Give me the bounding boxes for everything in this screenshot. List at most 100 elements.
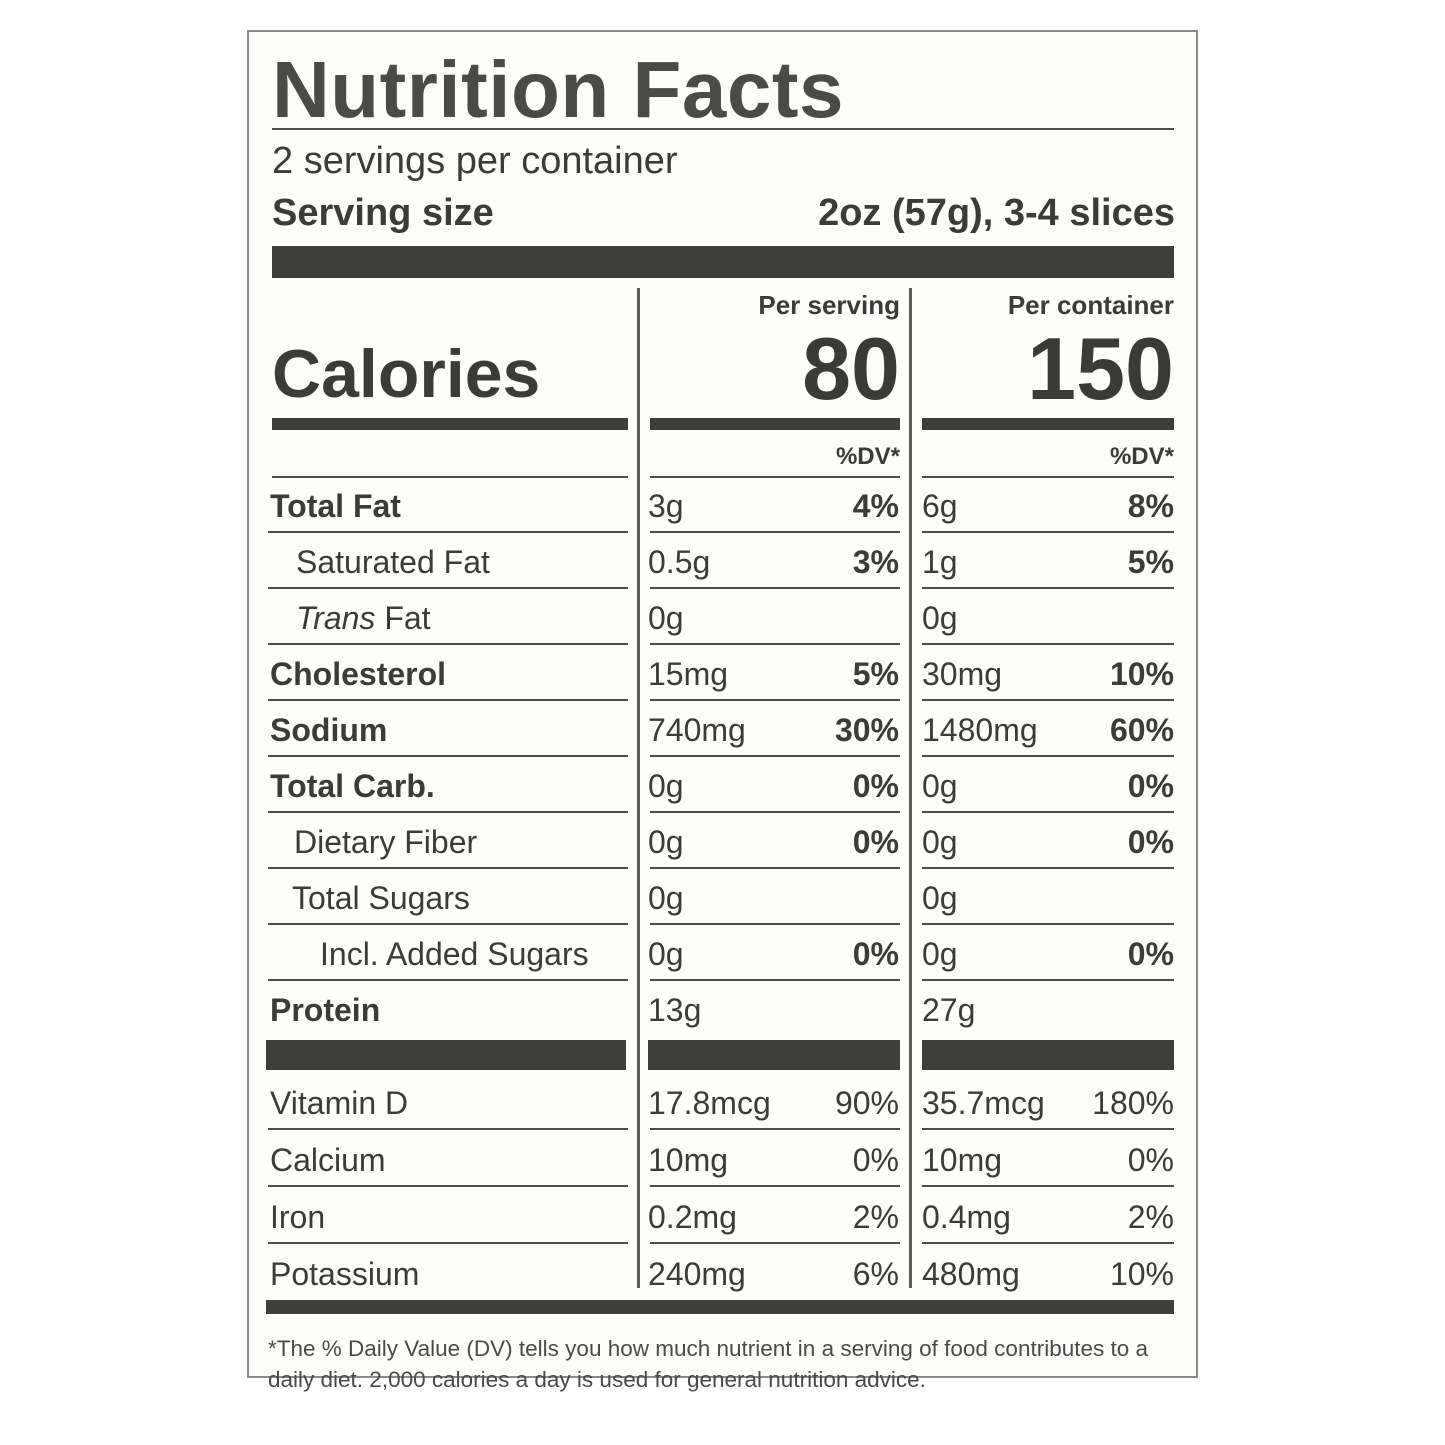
row-divider-left	[268, 979, 628, 981]
container-amount: 0g	[922, 824, 958, 860]
container-amount: 27g	[922, 992, 976, 1028]
serving-dv: 30%	[834, 712, 899, 748]
row-divider-container	[922, 1128, 1174, 1130]
serving-dv: 3%	[852, 544, 899, 580]
calories-divider-serving	[650, 418, 900, 430]
row-divider-left	[268, 755, 628, 757]
title-divider	[272, 128, 1174, 130]
nutrient-row: Dietary Fiber 0g 0% 0g 0%	[0, 812, 1445, 868]
container-dv: 0%	[1127, 936, 1174, 972]
container-dv: 180%	[1092, 1085, 1174, 1121]
serving-dv: 90%	[834, 1085, 899, 1121]
nutrient-row: Incl. Added Sugars 0g 0% 0g 0%	[0, 924, 1445, 980]
thick-divider-vitamins-left	[266, 1040, 626, 1070]
serving-amount: 3g	[648, 488, 684, 524]
row-divider-left	[268, 1242, 628, 1244]
container-amount: 1480mg	[922, 712, 1038, 748]
row-divider-left	[268, 811, 628, 813]
row-divider-serving	[650, 643, 900, 645]
nutrient-name: Vitamin D	[270, 1085, 409, 1121]
container-dv: 8%	[1127, 488, 1174, 524]
vitamin-row: Vitamin D 17.8mcg 90% 35.7mcg 180%	[0, 1073, 1445, 1129]
row-divider-left	[268, 867, 628, 869]
container-dv: 10%	[1109, 656, 1174, 692]
row-divider-container	[922, 811, 1174, 813]
row-divider-serving	[650, 699, 900, 701]
row-divider-serving	[650, 923, 900, 925]
per-serving-label: Per serving	[758, 290, 900, 320]
nutrient-row: Total Fat 3g 4% 6g 8%	[0, 476, 1445, 532]
container-dv: 0%	[1127, 824, 1174, 860]
per-container-label: Per container	[1007, 290, 1174, 320]
container-amount: 480mg	[922, 1256, 1020, 1292]
calories-divider-container	[922, 418, 1174, 430]
serving-amount: 0g	[648, 824, 684, 860]
container-amount: 0g	[922, 768, 958, 804]
calories-divider-left	[272, 418, 628, 430]
serving-amount: 740mg	[648, 712, 746, 748]
dv-header-serving: %DV*	[835, 443, 900, 470]
row-divider-left	[268, 1185, 628, 1187]
serving-amount: 10mg	[648, 1142, 729, 1178]
row-divider-container	[922, 531, 1174, 533]
nutrient-name: Potassium	[270, 1256, 420, 1292]
nutrient-name: Sodium	[270, 712, 388, 748]
row-divider-serving	[650, 1242, 900, 1244]
dv-header-container: %DV*	[1109, 443, 1174, 470]
nutrient-row: Sodium 740mg 30% 1480mg 60%	[0, 700, 1445, 756]
row-divider-container	[922, 587, 1174, 589]
nutrient-row: Saturated Fat 0.5g 3% 1g 5%	[0, 532, 1445, 588]
thick-divider-top	[272, 246, 1174, 278]
serving-amount: 0g	[648, 768, 684, 804]
calories-label: Calories	[272, 336, 541, 412]
nutrient-name: Incl. Added Sugars	[320, 936, 589, 972]
container-amount: 6g	[922, 488, 958, 524]
row-divider-left	[268, 643, 628, 645]
container-dv: 5%	[1127, 544, 1174, 580]
nutrient-name: Total Fat	[270, 488, 401, 524]
serving-amount: 240mg	[648, 1256, 746, 1292]
row-divider-container	[922, 1185, 1174, 1187]
container-amount: 30mg	[922, 656, 1003, 692]
vitamin-row: Iron 0.2mg 2% 0.4mg 2%	[0, 1187, 1445, 1243]
dv-header-divider-left	[272, 476, 628, 478]
nutrient-name: Total Sugars	[292, 880, 470, 916]
container-dv: 60%	[1109, 712, 1174, 748]
serving-dv: 0%	[852, 768, 899, 804]
container-amount: 35.7mcg	[922, 1085, 1045, 1121]
footnote: *The % Daily Value (DV) tells you how mu…	[268, 1336, 1149, 1392]
row-divider-serving	[650, 1185, 900, 1187]
nutrient-row: Total Sugars 0g 0g	[0, 868, 1445, 924]
nutrient-name: Trans Fat	[296, 600, 431, 637]
vitamin-row: Potassium 240mg 6% 480mg 10%	[0, 1244, 1445, 1300]
row-divider-left	[268, 531, 628, 533]
nutrient-row: Protein 13g 27g	[0, 980, 1445, 1036]
nutrient-row: Trans Fat 0g 0g	[0, 588, 1445, 644]
serving-amount: 0.5g	[648, 544, 711, 580]
row-divider-left	[268, 587, 628, 589]
row-divider-container	[922, 1242, 1174, 1244]
row-divider-container	[922, 867, 1174, 869]
serving-dv: 0%	[852, 936, 899, 972]
serving-amount: 0g	[648, 880, 684, 916]
row-divider-serving	[650, 811, 900, 813]
dv-header-divider-container	[922, 476, 1174, 478]
nutrient-name: Protein	[270, 992, 381, 1028]
label-title: Nutrition Facts	[272, 45, 844, 134]
row-divider-serving	[650, 755, 900, 757]
nutrient-name: Total Carb.	[270, 768, 435, 804]
thick-divider-vitamins-serving	[648, 1040, 900, 1070]
container-amount: 10mg	[922, 1142, 1003, 1178]
serving-size-value: 2oz (57g), 3-4 slices	[818, 192, 1175, 234]
serving-dv: 0%	[852, 824, 899, 860]
container-amount: 1g	[922, 544, 958, 580]
row-divider-serving	[650, 979, 900, 981]
serving-amount: 0.2mg	[648, 1199, 737, 1235]
row-divider-left	[268, 699, 628, 701]
container-amount: 0g	[922, 600, 958, 636]
thick-divider-vitamins-container	[922, 1040, 1174, 1070]
container-amount: 0g	[922, 936, 958, 972]
row-divider-left	[268, 1128, 628, 1130]
dv-header-divider-serving	[650, 476, 900, 478]
serving-amount: 17.8mcg	[648, 1085, 771, 1121]
